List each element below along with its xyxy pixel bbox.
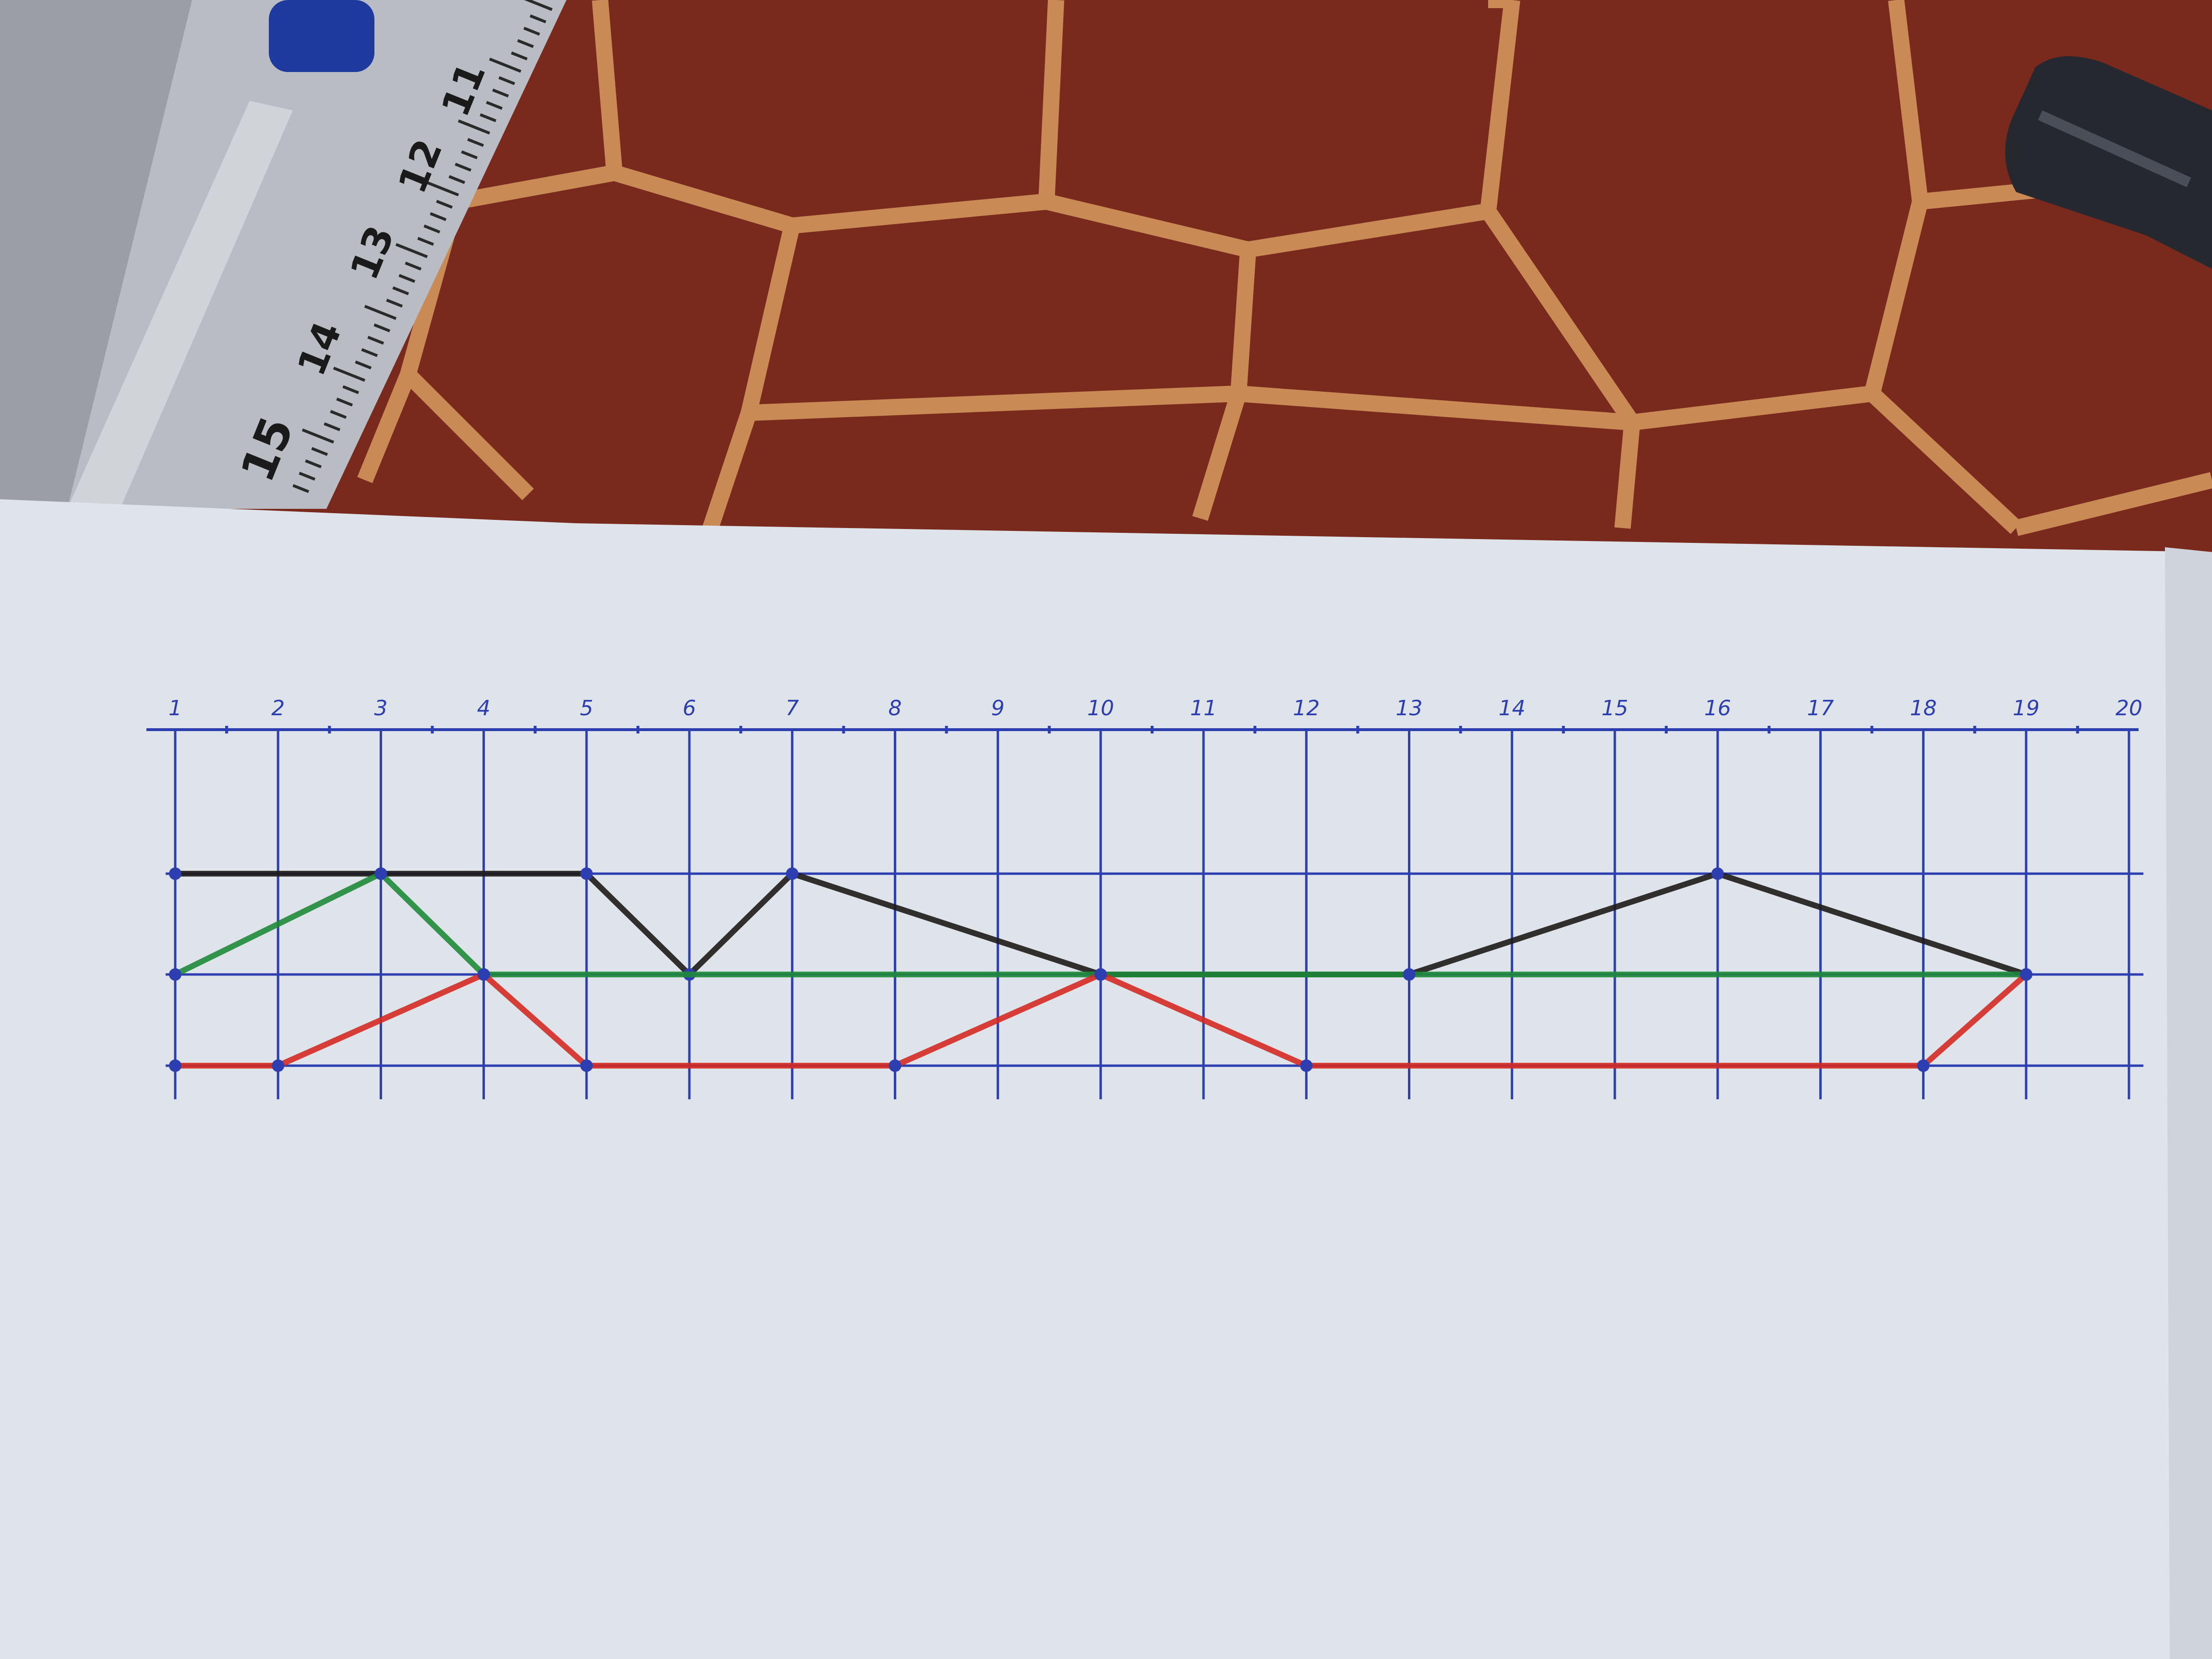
data-point [169, 968, 181, 981]
ruler-tick [524, 0, 553, 11]
blue-marker [269, 0, 374, 72]
ruler-tick [511, 51, 528, 60]
series-line-1 [172, 871, 2029, 977]
x-tick-label: 1 [168, 696, 182, 721]
ruler-tick [492, 88, 509, 98]
x-tick-label: 17 [1807, 696, 1834, 721]
ruler-tick [330, 410, 347, 419]
ruler-tick [457, 119, 491, 135]
data-point [2020, 968, 2032, 981]
ruler-tick [301, 428, 335, 444]
x-tick-label: 20 [2116, 696, 2142, 721]
ruler-tick [386, 299, 403, 308]
dark-object-highlight [2038, 110, 2191, 188]
data-point [786, 867, 799, 880]
metal-ruler [0, 0, 566, 509]
ruler-tick [367, 336, 385, 345]
ruler-tick [355, 361, 372, 370]
ruler-tick [436, 200, 453, 209]
data-point [580, 1059, 593, 1072]
ruler-tick [423, 224, 441, 234]
hex-tablecloth-pattern [357, 0, 2212, 536]
x-tick-label: 14 [1499, 696, 1526, 721]
data-point [889, 1059, 902, 1072]
x-tick-label: 9 [991, 696, 1005, 721]
ruler-tick [448, 175, 466, 184]
x-tick-label: 5 [580, 696, 593, 721]
ruler-tick [311, 447, 328, 456]
x-tick-label: 16 [1704, 696, 1731, 721]
x-tick-label: 3 [374, 696, 387, 721]
data-point [169, 1059, 181, 1072]
ruler-tick [489, 58, 522, 73]
x-tick-label: 8 [888, 696, 902, 721]
ruler-tick [299, 471, 316, 481]
ruler-tick [395, 243, 428, 258]
data-point [272, 1059, 285, 1072]
x-tick-label: 15 [1601, 696, 1628, 721]
ruler-tick [364, 305, 397, 320]
ruler-tick [417, 237, 434, 246]
hand-drawn-chart: 1 2 3 4 5 6 7 8 9 10 11 12 13 14 15 16 17 18 19 20 [146, 696, 2143, 1099]
ruler-tick [342, 385, 360, 395]
ruler-tick [373, 323, 391, 333]
data-point [1403, 968, 1416, 981]
data-point [1711, 867, 1724, 880]
data-point [477, 968, 490, 981]
ruler-tick [480, 113, 497, 122]
ruler-tick [392, 286, 409, 296]
x-tick-label: 19 [2013, 696, 2040, 721]
ruler-tick [398, 274, 416, 283]
ruler-tick [467, 138, 484, 147]
x-tick-label: 12 [1293, 696, 1320, 721]
x-tick-label: 6 [683, 696, 696, 721]
ruler-tick [430, 212, 447, 221]
paper-sheet [0, 499, 2212, 1659]
data-point [1094, 968, 1107, 981]
ruler-tick [305, 459, 322, 469]
x-tick-label: 13 [1396, 696, 1423, 721]
x-tick-label: 4 [477, 696, 491, 721]
x-tick-label: 2 [271, 696, 285, 721]
ruler-tick [498, 76, 516, 85]
dark-object [2005, 56, 2212, 269]
x-tick-label: 7 [785, 696, 799, 721]
ruler-tick [486, 101, 503, 110]
ruler-tick [426, 181, 459, 197]
data-point [374, 867, 387, 880]
ruler-tick [361, 348, 378, 357]
paper-shadow-edge [2165, 547, 2212, 1659]
data-point [580, 867, 593, 880]
x-tick-label: 10 [1087, 696, 1114, 721]
data-point [1917, 1059, 1930, 1072]
ruler-tick [523, 26, 541, 36]
ruler-tick [529, 14, 547, 24]
ruler-tick-marks [292, 0, 553, 493]
ruler-tick [324, 422, 341, 432]
ruler-tick [517, 39, 534, 48]
ruler-tick [405, 262, 422, 271]
x-tick-label: 18 [1910, 696, 1937, 721]
x-tick-label: 11 [1190, 696, 1217, 721]
ruler-tick [461, 150, 478, 159]
ruler-tick [292, 484, 310, 493]
ruler-tick [455, 163, 472, 172]
data-point [169, 867, 181, 880]
data-point [1300, 1059, 1313, 1072]
ruler-tick [333, 366, 366, 382]
ruler-tick [336, 397, 353, 407]
